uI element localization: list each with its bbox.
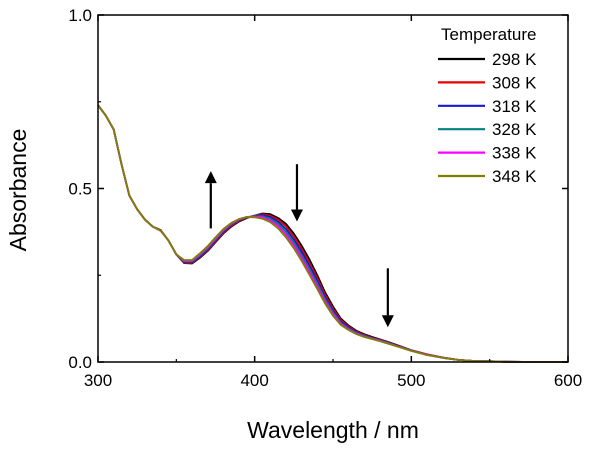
arrow-up-1 [204, 171, 217, 229]
legend-entry-2: 308 K [438, 73, 537, 92]
y-tick-label: 0.5 [68, 180, 92, 199]
x-tick-label: 400 [240, 371, 268, 390]
legend-label: 328 K [492, 120, 537, 139]
y-tick-label: 1.0 [68, 6, 92, 25]
series-line-6 [97, 104, 568, 363]
legend-label: 338 K [492, 144, 537, 163]
legend-entry-1: 298 K [438, 50, 537, 69]
annotation-arrows [204, 164, 394, 328]
arrow-down-2 [290, 164, 303, 222]
legend-label: 348 K [492, 167, 537, 186]
legend-label: 318 K [492, 97, 537, 116]
x-tick-label: 500 [397, 371, 425, 390]
axes: 300 400 500 600 0.0 0.5 1.0 [68, 6, 582, 390]
x-tick-label: 600 [554, 371, 582, 390]
legend: Temperature 298 K 308 K 318 K 328 K 338 K 348… [438, 25, 537, 186]
legend-entry-6: 348 K [438, 167, 537, 186]
series-group [97, 104, 568, 363]
y-tick-label: 0.0 [68, 353, 92, 372]
x-axis-label: Wavelength / nm [247, 417, 419, 443]
legend-entry-3: 318 K [438, 97, 537, 116]
legend-label: 308 K [492, 73, 537, 92]
legend-title: Temperature [441, 25, 536, 44]
legend-label: 298 K [492, 50, 537, 69]
legend-entry-5: 338 K [438, 144, 537, 163]
arrow-down-3 [381, 268, 394, 328]
y-axis-label: Absorbance [5, 129, 31, 252]
x-tick-label: 300 [84, 371, 112, 390]
legend-entry-4: 328 K [438, 120, 537, 139]
